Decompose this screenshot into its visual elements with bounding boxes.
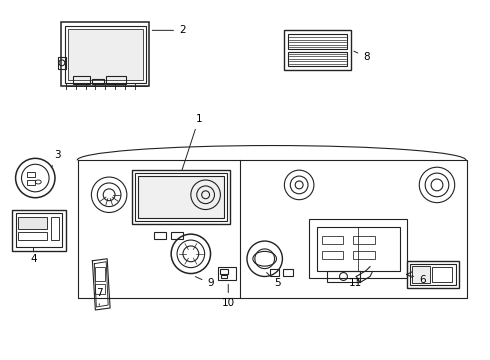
Bar	[73, 76, 91, 84]
Bar	[96, 267, 105, 282]
Bar	[96, 284, 105, 294]
Text: 10: 10	[221, 284, 235, 308]
Text: 2: 2	[152, 25, 186, 35]
Bar	[322, 236, 343, 244]
Bar	[353, 236, 375, 244]
Polygon shape	[93, 259, 110, 310]
Bar	[27, 172, 35, 177]
Bar	[12, 210, 66, 251]
Text: 4: 4	[30, 254, 37, 264]
Text: 1: 1	[182, 114, 202, 171]
Bar	[18, 217, 47, 229]
Bar	[413, 266, 430, 283]
Bar	[51, 217, 59, 240]
Text: 11: 11	[349, 278, 362, 288]
Bar	[65, 26, 146, 82]
Bar	[18, 232, 47, 240]
Bar	[27, 180, 35, 185]
Bar	[61, 22, 149, 86]
Bar	[284, 30, 351, 70]
Bar	[16, 213, 62, 247]
Bar	[58, 57, 66, 69]
Bar	[327, 271, 360, 282]
Bar	[288, 52, 347, 66]
Bar	[220, 269, 228, 274]
Bar	[309, 219, 408, 278]
Bar	[154, 232, 166, 239]
Text: 7: 7	[96, 288, 102, 305]
Polygon shape	[77, 160, 466, 298]
Bar	[411, 264, 456, 285]
Bar	[93, 78, 104, 84]
Bar	[221, 275, 227, 278]
Bar	[432, 267, 452, 282]
Bar	[322, 251, 343, 259]
Bar	[68, 30, 143, 80]
Bar	[270, 269, 279, 276]
Bar	[283, 269, 293, 276]
Text: 3: 3	[51, 150, 61, 168]
Bar	[353, 251, 375, 259]
Bar	[219, 267, 236, 280]
Text: 5: 5	[267, 273, 281, 288]
Bar	[132, 170, 230, 224]
Bar	[408, 261, 459, 288]
Bar	[106, 76, 126, 84]
Bar	[135, 173, 227, 221]
Text: 8: 8	[354, 51, 370, 62]
Text: 9: 9	[196, 276, 214, 288]
Bar	[317, 227, 399, 271]
Text: 6: 6	[412, 275, 425, 285]
Bar	[171, 232, 183, 239]
Bar	[288, 34, 347, 49]
Bar	[138, 176, 224, 219]
